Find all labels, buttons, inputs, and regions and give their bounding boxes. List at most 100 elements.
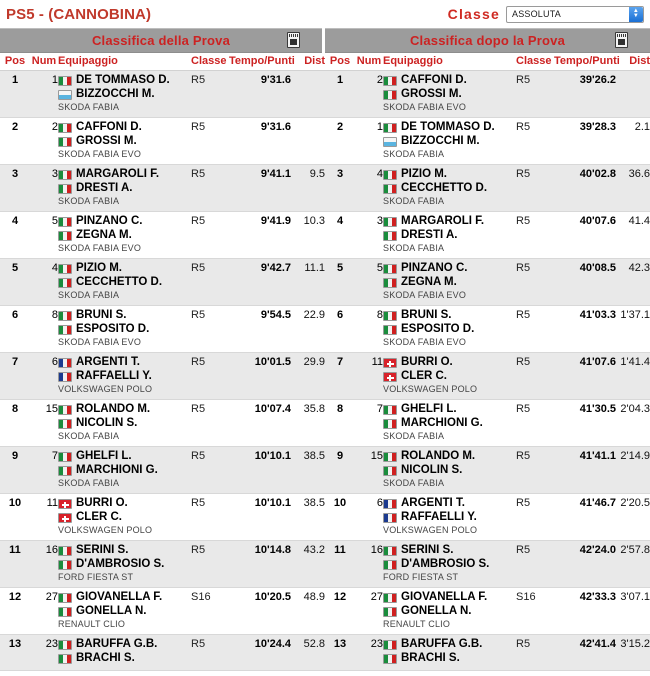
table-row[interactable]: 5 4 PIZIO M. CECCHETTO D. SKODA FABIA R5 9'42.…: [0, 258, 325, 306]
table-row[interactable]: 11 16 SERINI S. D'AMBROSIO S. FORD FIESTA ST…: [0, 540, 325, 588]
codriver-line: MARCHIONI G.: [383, 417, 516, 430]
cell-gap: 2.1: [616, 117, 650, 165]
column-header-class[interactable]: Classe: [191, 53, 229, 71]
cell-crew: BRUNI S. ESPOSITO D. SKODA FABIA EVO: [383, 305, 516, 353]
chevron-updown-icon[interactable]: ▲ ▼: [629, 6, 643, 22]
panel-title-overall: Classifica dopo la Prova: [409, 33, 566, 48]
car-model: RENAULT CLIO: [58, 619, 126, 629]
table-row[interactable]: 9 7 GHELFI L. MARCHIONI G. SKODA FABIA R5 10'1…: [0, 446, 325, 494]
table-row[interactable]: 4 3 MARGAROLI F. DRESTI A. SKODA FABIA R5 40'0…: [325, 211, 650, 259]
table-row[interactable]: 1 2 CAFFONI D. GROSSI M. SKODA FABIA EVO R5 39…: [325, 70, 650, 118]
column-header-pos[interactable]: Pos: [325, 53, 355, 71]
column-header-pos[interactable]: Pos: [0, 53, 30, 71]
cell-position: 4: [325, 211, 355, 259]
cell-class: R5: [191, 211, 229, 259]
cell-class: S16: [516, 587, 554, 635]
driver-line: BRUNI S.: [383, 309, 516, 322]
driver-name: CAFFONI D.: [401, 74, 467, 86]
classe-selected-value: ASSOLUTA: [512, 9, 561, 19]
table-row[interactable]: 8 15 ROLANDO M. NICOLIN S. SKODA FABIA R5 10'0…: [0, 399, 325, 447]
codriver-line: ZEGNA M.: [58, 229, 191, 242]
codriver-line: CLER C.: [383, 370, 516, 383]
table-row[interactable]: 3 3 MARGAROLI F. DRESTI A. SKODA FABIA R5 9'41…: [0, 164, 325, 212]
driver-line: SERINI S.: [383, 544, 516, 557]
printer-icon[interactable]: [287, 32, 300, 48]
cell-gap: 22.9: [291, 305, 325, 353]
cell-race-number: 1: [30, 70, 58, 118]
cell-gap: 36.6: [616, 164, 650, 212]
cell-class: R5: [191, 352, 229, 400]
classe-select[interactable]: ASSOLUTA ▲ ▼: [506, 5, 644, 23]
table-row[interactable]: 1 1 DE TOMMASO D. BIZZOCCHI M. SKODA FABIA R5…: [0, 70, 325, 118]
flag-ita-icon: [58, 607, 72, 617]
table-row[interactable]: 13 23 BARUFFA G.B. BRACHI S. R5 10'24.4 52.8: [0, 634, 325, 671]
driver-name: MARGAROLI F.: [76, 168, 160, 180]
driver-line: CAFFONI D.: [58, 121, 191, 134]
top-bar: PS5 - (CANNOBINA) Classe ASSOLUTA ▲ ▼: [0, 0, 650, 28]
table-row[interactable]: 6 8 BRUNI S. ESPOSITO D. SKODA FABIA EVO R5 9'…: [0, 305, 325, 353]
car-model: VOLKSWAGEN POLO: [58, 384, 153, 394]
cell-gap: 2'04.3: [616, 399, 650, 447]
column-header-crew[interactable]: Equipaggio: [58, 53, 191, 71]
table-row[interactable]: 7 6 ARGENTI T. RAFFAELLI Y. VOLKSWAGEN POLO R…: [0, 352, 325, 400]
codriver-name: RAFFAELLI Y.: [76, 370, 152, 382]
car-model: VOLKSWAGEN POLO: [383, 384, 478, 394]
flag-smr-icon: [383, 137, 397, 147]
codriver-line: GONELLA N.: [383, 605, 516, 618]
table-row[interactable]: 3 4 PIZIO M. CECCHETTO D. SKODA FABIA R5 40'02…: [325, 164, 650, 212]
cell-position: 7: [325, 352, 355, 400]
column-header-dist[interactable]: Dist: [291, 53, 325, 71]
printer-icon[interactable]: [615, 32, 628, 48]
driver-name: ROLANDO M.: [401, 450, 476, 462]
table-row[interactable]: 12 27 GIOVANELLA F. GONELLA N. RENAULT CLIO S…: [325, 587, 650, 635]
table-row[interactable]: 12 27 GIOVANELLA F. GONELLA N. RENAULT CLIO S…: [0, 587, 325, 635]
driver-line: ARGENTI T.: [383, 497, 516, 510]
table-row[interactable]: 9 15 ROLANDO M. NICOLIN S. SKODA FABIA R5 41'4…: [325, 446, 650, 494]
table-row[interactable]: 8 7 GHELFI L. MARCHIONI G. SKODA FABIA R5 41'3…: [325, 399, 650, 447]
cell-crew: BURRI O. CLER C. VOLKSWAGEN POLO: [383, 352, 516, 400]
cell-position: 13: [325, 634, 355, 671]
flag-ita-icon: [58, 325, 72, 335]
page-title: PS5 - (CANNOBINA): [6, 5, 152, 23]
table-row[interactable]: 10 6 ARGENTI T. RAFFAELLI Y. VOLKSWAGEN POLO…: [325, 493, 650, 541]
codriver-name: CLER C.: [76, 511, 122, 523]
column-header-class[interactable]: Classe: [516, 53, 554, 71]
column-header-crew[interactable]: Equipaggio: [383, 53, 516, 71]
column-header-time[interactable]: Tempo/Punti: [554, 53, 620, 71]
table-row[interactable]: 13 23 BARUFFA G.B. BRACHI S. R5 42'41.4 3'15.2: [325, 634, 650, 671]
column-header-dist[interactable]: Dist: [616, 53, 650, 71]
panel-overall-classification: Classifica dopo la Prova Pos Num Equipag…: [325, 28, 650, 671]
column-header-num[interactable]: Num: [355, 53, 383, 71]
flag-ita-icon: [58, 452, 72, 462]
cell-time: 40'08.5: [554, 258, 616, 306]
cell-position: 3: [325, 164, 355, 212]
cell-position: 5: [325, 258, 355, 306]
cell-class: R5: [191, 399, 229, 447]
table-row[interactable]: 2 2 CAFFONI D. GROSSI M. SKODA FABIA EVO R5 9'…: [0, 117, 325, 165]
flag-ita-icon: [383, 325, 397, 335]
flag-ita-icon: [58, 123, 72, 133]
flag-ita-icon: [58, 466, 72, 476]
cell-crew: DE TOMMASO D. BIZZOCCHI M. SKODA FABIA: [58, 70, 191, 118]
car-model: SKODA FABIA: [383, 243, 445, 253]
codriver-name: GONELLA N.: [401, 605, 472, 617]
cell-position: 2: [325, 117, 355, 165]
cell-gap: 9.5: [291, 164, 325, 212]
codriver-name: CLER C.: [401, 370, 447, 382]
panel-header-overall: Classifica dopo la Prova: [325, 28, 650, 53]
driver-name: PINZANO C.: [76, 215, 143, 227]
codriver-name: CECCHETTO D.: [401, 182, 488, 194]
cell-race-number: 7: [30, 446, 58, 494]
flag-ita-icon: [383, 170, 397, 180]
table-row[interactable]: 5 5 PINZANO C. ZEGNA M. SKODA FABIA EVO R5 40'…: [325, 258, 650, 306]
column-header-num[interactable]: Num: [30, 53, 58, 71]
table-row[interactable]: 11 16 SERINI S. D'AMBROSIO S. FORD FIESTA ST…: [325, 540, 650, 588]
table-row[interactable]: 6 8 BRUNI S. ESPOSITO D. SKODA FABIA EVO R5 41…: [325, 305, 650, 353]
table-row[interactable]: 2 1 DE TOMMASO D. BIZZOCCHI M. SKODA FABIA R5…: [325, 117, 650, 165]
column-header-time[interactable]: Tempo/Punti: [229, 53, 295, 71]
cell-class: R5: [516, 399, 554, 447]
table-row[interactable]: 10 11 BURRI O. CLER C. VOLKSWAGEN POLO R5 10'1…: [0, 493, 325, 541]
driver-name: PIZIO M.: [76, 262, 122, 274]
table-row[interactable]: 4 5 PINZANO C. ZEGNA M. SKODA FABIA EVO R5 9'4…: [0, 211, 325, 259]
table-row[interactable]: 7 11 BURRI O. CLER C. VOLKSWAGEN POLO R5 41'07…: [325, 352, 650, 400]
